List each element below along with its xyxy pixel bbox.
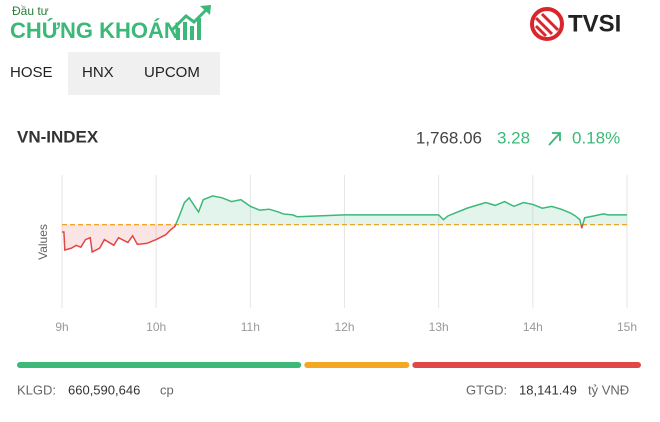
tab[interactable]: HOSE [10, 64, 53, 81]
value-label: GTGD: [466, 382, 507, 397]
value-unit: tỷ VNĐ [588, 382, 629, 397]
volume-label: KLGD: [17, 382, 56, 397]
x-tick-label: 10h [146, 320, 166, 334]
logo-small: Đầu tư [12, 4, 49, 18]
breadth-segment [412, 362, 641, 368]
x-tick-label: 14h [523, 320, 543, 334]
tab[interactable]: UPCOM [144, 64, 200, 81]
line [62, 195, 627, 254]
logo-icon [170, 5, 211, 40]
x-tick-label: 13h [429, 320, 449, 334]
index-name: VN-INDEX [17, 127, 99, 146]
x-tick-label: 11h [241, 320, 260, 334]
trade-value: 18,141.49 [519, 382, 577, 397]
area [62, 195, 627, 252]
y-axis-label: Values [36, 224, 50, 260]
volume-unit: cp [160, 382, 174, 397]
index-change-pct: 0.18% [572, 128, 620, 147]
tab-active [0, 52, 68, 95]
brand: TVSI [568, 10, 621, 37]
up-arrow [548, 132, 561, 146]
volume: 660,590,646 [68, 382, 140, 397]
x-tick-label: 15h [617, 320, 637, 334]
index-change: 3.28 [497, 128, 530, 147]
brand-icon [530, 7, 564, 41]
breadth-segment [304, 362, 410, 368]
breadth-segment [17, 362, 302, 368]
index-value: 1,768.06 [416, 128, 482, 147]
tab[interactable]: HNX [82, 64, 114, 81]
x-tick-label: 9h [55, 320, 68, 334]
logo-main: CHỨNG KHOÁN [10, 18, 180, 43]
x-tick-label: 12h [334, 320, 354, 334]
